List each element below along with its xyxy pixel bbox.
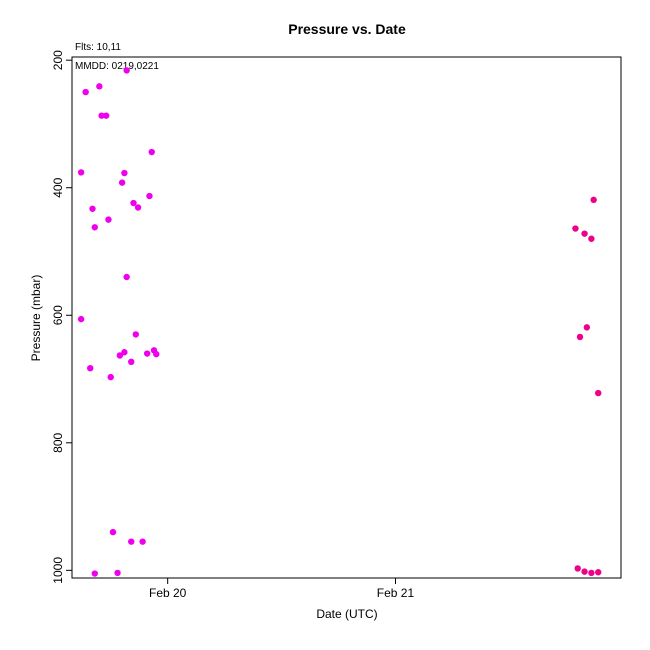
x-tick-label-1: Feb 21 xyxy=(377,586,415,600)
data-point-s1-8 xyxy=(581,568,588,575)
data-point-s1-5 xyxy=(583,324,591,331)
data-point-s0-25 xyxy=(107,373,114,381)
data-point-s0-11 xyxy=(134,204,142,211)
y-tick-label-4: 1000 xyxy=(51,557,65,584)
data-point-s0-0 xyxy=(123,67,130,74)
data-points xyxy=(77,67,602,577)
data-point-s0-29 xyxy=(91,570,98,577)
data-point-s1-0 xyxy=(590,196,597,204)
y-tick-label-1: 400 xyxy=(51,177,65,197)
plot-frame xyxy=(71,56,622,579)
data-point-s0-6 xyxy=(77,169,85,176)
data-point-s0-5 xyxy=(148,148,155,156)
data-point-s0-19 xyxy=(121,349,128,356)
x-axis-label: Date (UTC) xyxy=(316,607,377,621)
data-point-s0-28 xyxy=(139,538,146,545)
data-point-s1-7 xyxy=(574,565,581,572)
data-point-s0-24 xyxy=(87,364,94,372)
data-point-s1-10 xyxy=(595,569,602,576)
data-point-s0-4 xyxy=(102,112,110,119)
mmdd-annotation: MMDD: 0219,0221 xyxy=(75,61,159,72)
data-point-s0-3 xyxy=(98,112,105,119)
y-tick-label-3: 800 xyxy=(51,432,65,452)
data-point-s0-30 xyxy=(114,569,121,577)
data-point-s1-9 xyxy=(588,569,595,577)
chart-title: Pressure vs. Date xyxy=(288,21,406,37)
data-point-s0-10 xyxy=(130,199,137,207)
data-point-s0-27 xyxy=(128,538,135,545)
data-point-s0-8 xyxy=(118,179,126,186)
x-tick-label-0: Feb 20 xyxy=(149,586,187,600)
data-point-s0-21 xyxy=(143,350,151,357)
data-point-s0-20 xyxy=(128,358,135,366)
data-point-s0-26 xyxy=(109,528,117,536)
y-tick-label-2: 600 xyxy=(51,305,65,325)
flights-annotation: Flts: 10,11 xyxy=(75,42,121,53)
data-point-s1-6 xyxy=(595,389,602,397)
data-point-s1-3 xyxy=(588,235,595,242)
data-point-s0-1 xyxy=(82,88,89,96)
data-point-s0-23 xyxy=(153,350,160,358)
data-point-s0-12 xyxy=(146,192,153,200)
y-tick-label-0: 200 xyxy=(51,50,65,70)
data-point-s0-16 xyxy=(77,315,85,323)
data-point-s0-17 xyxy=(132,331,139,338)
x-axis: Feb 20 Feb 21 xyxy=(149,578,414,600)
data-point-s1-2 xyxy=(581,230,588,237)
data-point-s1-4 xyxy=(576,333,584,341)
y-axis-label: Pressure (mbar) xyxy=(29,275,43,362)
data-point-s0-14 xyxy=(91,224,98,231)
data-point-s1-1 xyxy=(572,225,579,232)
data-point-s0-15 xyxy=(123,273,130,281)
data-point-s0-9 xyxy=(89,205,96,212)
data-point-s0-13 xyxy=(105,216,112,223)
data-point-s0-2 xyxy=(96,83,103,90)
y-axis: 200 400 600 800 1000 xyxy=(51,50,72,584)
data-point-s0-18 xyxy=(116,352,124,359)
data-point-s0-7 xyxy=(121,169,128,177)
